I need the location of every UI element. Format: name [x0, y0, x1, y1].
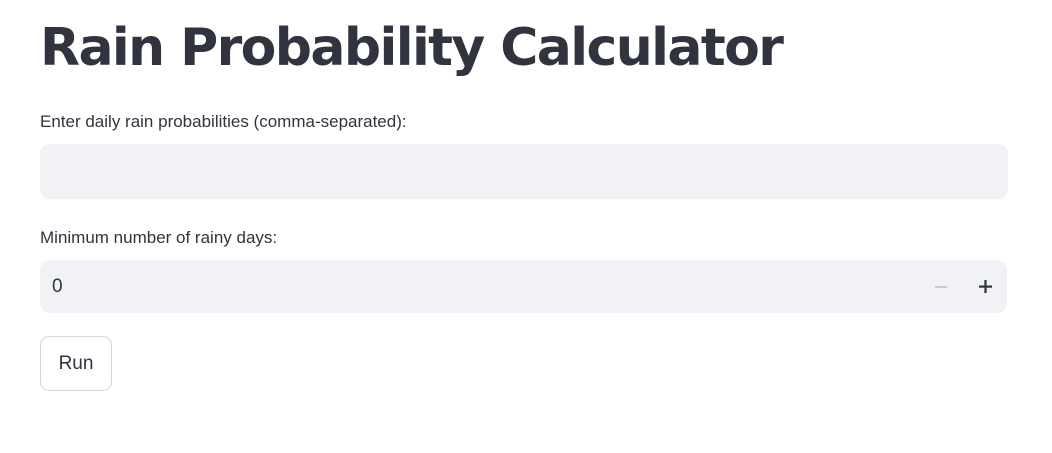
run-button[interactable]: Run — [40, 336, 112, 391]
page-title: Rain Probability Calculator — [40, 18, 784, 78]
probabilities-label: Enter daily rain probabilities (comma-se… — [40, 112, 407, 131]
plus-icon — [978, 280, 992, 293]
increment-button[interactable] — [963, 260, 1007, 313]
minus-icon — [935, 281, 947, 293]
min-days-label: Minimum number of rainy days: — [40, 228, 278, 247]
decrement-button[interactable] — [919, 260, 963, 313]
min-days-number-input — [40, 260, 1007, 313]
min-days-input[interactable] — [40, 260, 919, 313]
probabilities-input[interactable] — [40, 144, 1008, 199]
